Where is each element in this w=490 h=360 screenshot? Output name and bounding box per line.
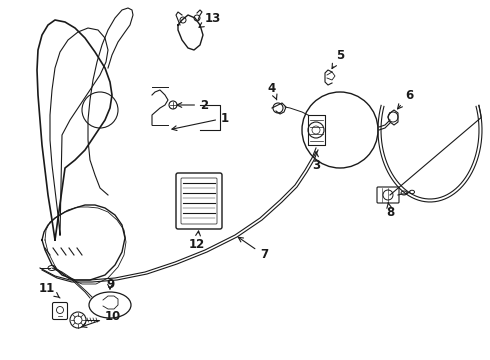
Text: 13: 13 [199,12,221,27]
Text: 7: 7 [238,237,268,261]
Text: 4: 4 [268,81,277,100]
Text: 3: 3 [312,152,320,171]
Text: 2: 2 [177,99,208,112]
Text: 9: 9 [106,279,114,292]
Text: 6: 6 [397,89,413,109]
Text: 5: 5 [332,49,344,68]
Text: 1: 1 [172,112,229,131]
Text: 10: 10 [82,310,121,327]
Text: 12: 12 [189,231,205,252]
Text: 11: 11 [39,282,60,298]
Text: 8: 8 [386,203,394,219]
